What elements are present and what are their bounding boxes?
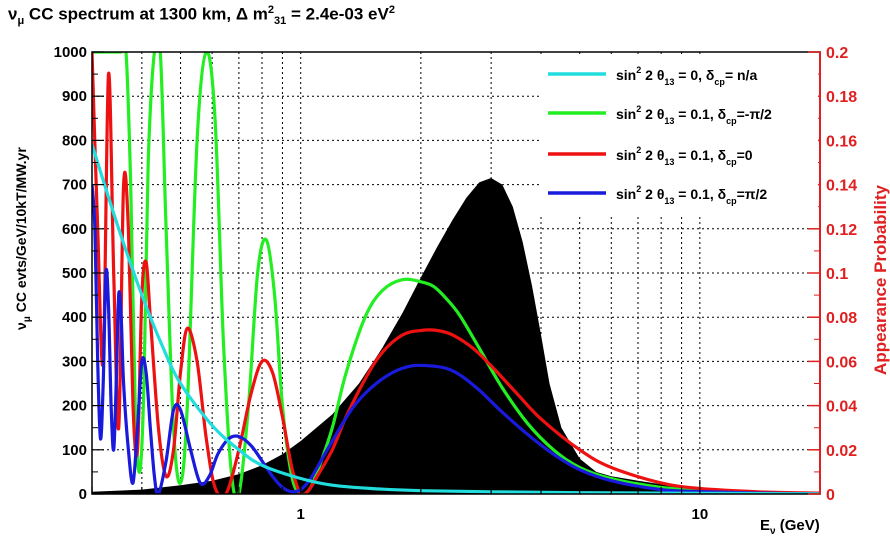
y-tick-label-left: 300 xyxy=(62,353,87,370)
legend-box xyxy=(540,56,818,216)
y-tick-label-left: 0 xyxy=(79,486,87,503)
legend-label: sin2 2 θ13 = 0, δcp= n/a xyxy=(616,65,757,87)
y-tick-label-right: 0.18 xyxy=(826,89,857,106)
y-tick-label-left: 700 xyxy=(62,177,87,194)
x-tick-label: 1 xyxy=(297,506,305,523)
y-tick-label-left: 500 xyxy=(62,265,87,282)
y-tick-label-right: 0.08 xyxy=(826,310,857,327)
x-axis-label: Eν (GeV) xyxy=(760,517,820,537)
series-line-1 xyxy=(92,52,820,494)
series-line-2 xyxy=(92,52,820,494)
y-tick-label-left: 600 xyxy=(62,221,87,238)
y-tick-label-right: 0.04 xyxy=(826,399,857,416)
y-tick-label-left: 100 xyxy=(62,442,87,459)
x-tick-label: 10 xyxy=(692,506,709,523)
chart-title: νμ CC spectrum at 1300 km, Δ m231 = 2.4e… xyxy=(8,4,395,28)
legend-label: sin2 2 θ13 = 0.1, δcp=π/2 xyxy=(616,184,767,206)
y-tick-label-right: 0.16 xyxy=(826,133,857,150)
series-line-3 xyxy=(92,184,820,494)
y-tick-label-left: 1000 xyxy=(54,44,87,61)
axes: 1 100100200300400500600700800900100000.02… xyxy=(54,44,858,523)
legend-label: sin2 2 θ13 = 0.1, δcp=0 xyxy=(616,145,753,167)
y-tick-label-right: 0.12 xyxy=(826,222,857,239)
y-tick-label-right: 0.2 xyxy=(826,45,848,62)
y-tick-label-left: 900 xyxy=(62,88,87,105)
y-tick-label-left: 800 xyxy=(62,132,87,149)
y-tick-label-left: 200 xyxy=(62,398,87,415)
y-axis-label-left: νμ CC evts/GeV/10kT/MW.yr xyxy=(13,147,33,330)
y-axis-label-right: Appearance Probability xyxy=(871,185,890,375)
y-tick-label-right: 0.14 xyxy=(826,178,857,195)
y-tick-label-right: 0 xyxy=(826,487,835,504)
y-tick-label-right: 0.02 xyxy=(826,443,857,460)
legend: sin2 2 θ13 = 0, δcp= n/a sin2 2 θ13 = 0.1… xyxy=(540,56,818,216)
y-tick-label-right: 0.1 xyxy=(826,266,848,283)
y-tick-label-right: 0.06 xyxy=(826,354,857,371)
y-tick-label-left: 400 xyxy=(62,309,87,326)
legend-label: sin2 2 θ13 = 0.1, δcp=-π/2 xyxy=(616,104,772,126)
